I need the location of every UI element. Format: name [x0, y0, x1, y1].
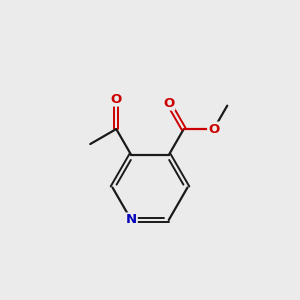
Text: O: O [163, 97, 174, 110]
Text: O: O [111, 92, 122, 106]
Text: N: N [126, 214, 137, 226]
Text: O: O [208, 122, 219, 136]
